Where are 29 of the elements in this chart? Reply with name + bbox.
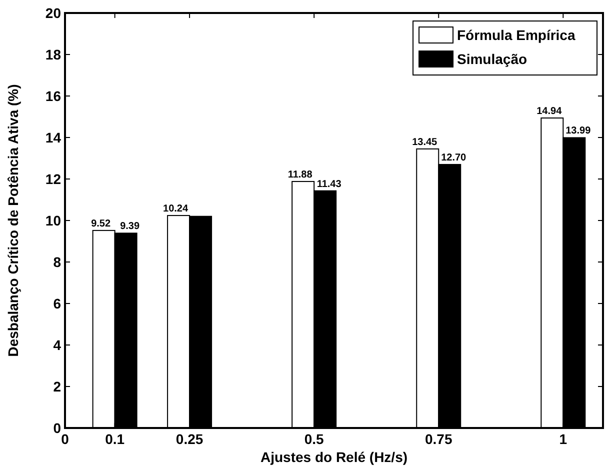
y-tick-label: 12: [45, 170, 62, 187]
data-label: 14.94: [536, 106, 562, 117]
data-label: 13.45: [412, 136, 438, 148]
data-label: 12.70: [441, 152, 467, 164]
x-tick-label: 0.75: [424, 431, 452, 447]
y-tick-label: 14: [45, 129, 62, 146]
y-tick-label: 6: [53, 295, 62, 312]
x-axis-title: Ajustes do Relé (Hz/s): [260, 449, 408, 465]
y-tick-label: 8: [53, 254, 62, 270]
y-tick-label: 4: [53, 336, 62, 353]
y-tick-label: 16: [45, 88, 62, 104]
y-tick-label: 0: [53, 420, 62, 436]
y-tick-label: 18: [45, 46, 62, 62]
y-tick-label: 10: [45, 212, 62, 228]
data-label: 13.99: [566, 126, 592, 137]
x-tick-label: 0.5: [304, 431, 324, 447]
legend-label: Fórmula Empírica: [457, 26, 576, 43]
data-label: 11.88: [288, 169, 313, 180]
y-axis-title: Desbalanço Crítico de Potência Ativa (%): [5, 84, 21, 357]
y-tick-label: 20: [45, 4, 62, 21]
data-label: 10.24: [163, 204, 188, 215]
data-label: 9.39: [120, 221, 140, 232]
data-label: 9.52: [91, 218, 111, 230]
x-tick-label: 0.1: [105, 431, 125, 447]
x-tick-label: 1: [559, 431, 568, 447]
x-tick-label: 0.25: [176, 431, 204, 447]
data-label: 11.43: [316, 178, 342, 190]
legend-label: Simulação: [457, 50, 528, 67]
y-tick-label: 2: [53, 378, 62, 394]
